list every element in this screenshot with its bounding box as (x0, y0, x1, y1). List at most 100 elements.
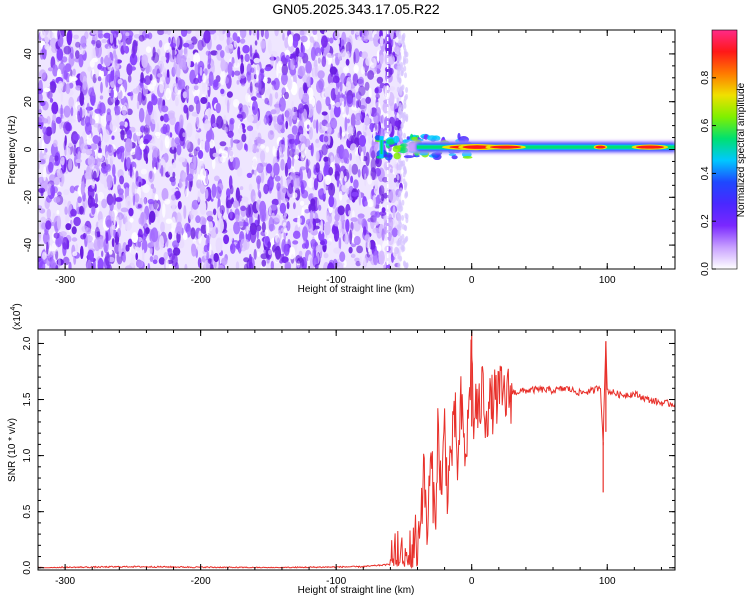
noise-speckle (80, 35, 87, 48)
noise-speckle (63, 199, 68, 215)
noise-speckle (113, 175, 117, 185)
noise-speckle (51, 30, 57, 33)
y-tick-label: -40 (23, 237, 34, 252)
noise-speckle (163, 251, 168, 261)
noise-speckle (238, 127, 243, 134)
noise-speckle (186, 173, 194, 182)
spectrogram-y-ticks: -40 -20 0 20 40 (23, 29, 675, 270)
noise-speckle (358, 191, 362, 206)
noise-speckle (138, 34, 145, 42)
spectrogram-x-axis-label: Height of straight line (km) (298, 284, 415, 295)
noise-speckle (184, 263, 188, 269)
signal-blob (400, 143, 408, 148)
noise-speckle (148, 65, 152, 73)
noise-speckle (79, 91, 84, 106)
noise-speckle (316, 80, 324, 93)
noise-speckle (85, 148, 93, 156)
noise-speckle (38, 92, 43, 103)
noise-speckle (259, 144, 266, 149)
noise-speckle (248, 261, 254, 269)
colorbar: 0.0 0.2 0.4 0.6 0.8 Normalized spectral ampl… (700, 29, 747, 276)
noise-speckle (130, 243, 136, 259)
noise-speckle (143, 138, 149, 145)
noise-speckle (315, 244, 323, 253)
noise-speckle (205, 220, 210, 236)
noise-speckle (193, 52, 201, 66)
noise-speckle (261, 259, 267, 267)
noise-speckle (303, 204, 310, 211)
noise-speckle (236, 114, 243, 119)
noise-speckle (291, 125, 298, 135)
noise-speckle (193, 85, 199, 91)
noise-speckle (287, 34, 293, 47)
noise-speckle (243, 257, 250, 263)
noise-speckle (236, 80, 240, 85)
noise-speckle (46, 208, 51, 220)
noise-speckle (351, 163, 359, 175)
noise-speckle (274, 91, 279, 100)
noise-speckle (350, 217, 358, 222)
signal-blob (382, 154, 393, 158)
noise-speckle (389, 189, 397, 204)
x-tick-label: -200 (191, 576, 211, 587)
noise-speckle (107, 46, 111, 58)
noise-speckle (403, 111, 406, 118)
noise-speckle (125, 138, 133, 153)
noise-speckle (332, 75, 340, 84)
noise-speckle (159, 81, 165, 94)
noise-speckle (178, 157, 186, 163)
noise-speckle (400, 123, 404, 130)
noise-speckle (333, 227, 340, 242)
noise-speckle (278, 97, 286, 112)
noise-speckle (97, 191, 105, 202)
noise-speckle (391, 181, 397, 190)
noise-speckle (396, 59, 400, 66)
noise-speckle (182, 232, 188, 241)
noise-speckle (94, 101, 98, 108)
noise-speckle (71, 237, 78, 242)
noise-speckle (62, 236, 69, 250)
noise-speckle (244, 53, 250, 63)
noise-speckle (359, 256, 363, 265)
noise-speckle (304, 209, 310, 214)
noise-speckle (114, 37, 117, 48)
noise-speckle (60, 104, 63, 119)
noise-speckle (42, 126, 48, 135)
noise-speckle (293, 175, 301, 190)
noise-speckle (63, 189, 70, 196)
snr-scale-exponent: 4 (10, 307, 17, 311)
x-tick-label: -100 (326, 576, 346, 587)
noise-speckle (213, 252, 219, 263)
noise-speckle (61, 173, 65, 185)
noise-speckle (145, 46, 152, 53)
noise-speckle (122, 252, 126, 263)
noise-speckle (103, 32, 111, 39)
noise-speckle (256, 30, 260, 41)
noise-speckle (348, 164, 352, 176)
noise-speckle (38, 233, 41, 243)
noise-speckle (387, 54, 395, 65)
noise-speckle (405, 57, 409, 64)
noise-speckle (398, 218, 402, 225)
noise-speckle (298, 250, 303, 257)
colorbar-gradient (712, 30, 737, 269)
noise-speckle (302, 226, 308, 242)
noise-speckle (72, 68, 76, 76)
noise-speckle (403, 58, 406, 65)
noise-speckle (171, 197, 176, 212)
noise-speckle (256, 238, 261, 249)
noise-speckle (135, 170, 139, 182)
noise-speckle (67, 142, 73, 148)
noise-speckle (191, 243, 196, 253)
noise-speckle (168, 231, 173, 240)
noise-speckle (183, 205, 187, 220)
noise-speckle (265, 163, 273, 174)
noise-speckle (379, 35, 384, 47)
noise-speckle (106, 112, 112, 126)
noise-speckle (174, 190, 181, 199)
noise-speckle (328, 166, 334, 176)
noise-speckle (107, 144, 114, 157)
noise-speckle (228, 175, 233, 190)
noise-speckle (111, 135, 115, 140)
